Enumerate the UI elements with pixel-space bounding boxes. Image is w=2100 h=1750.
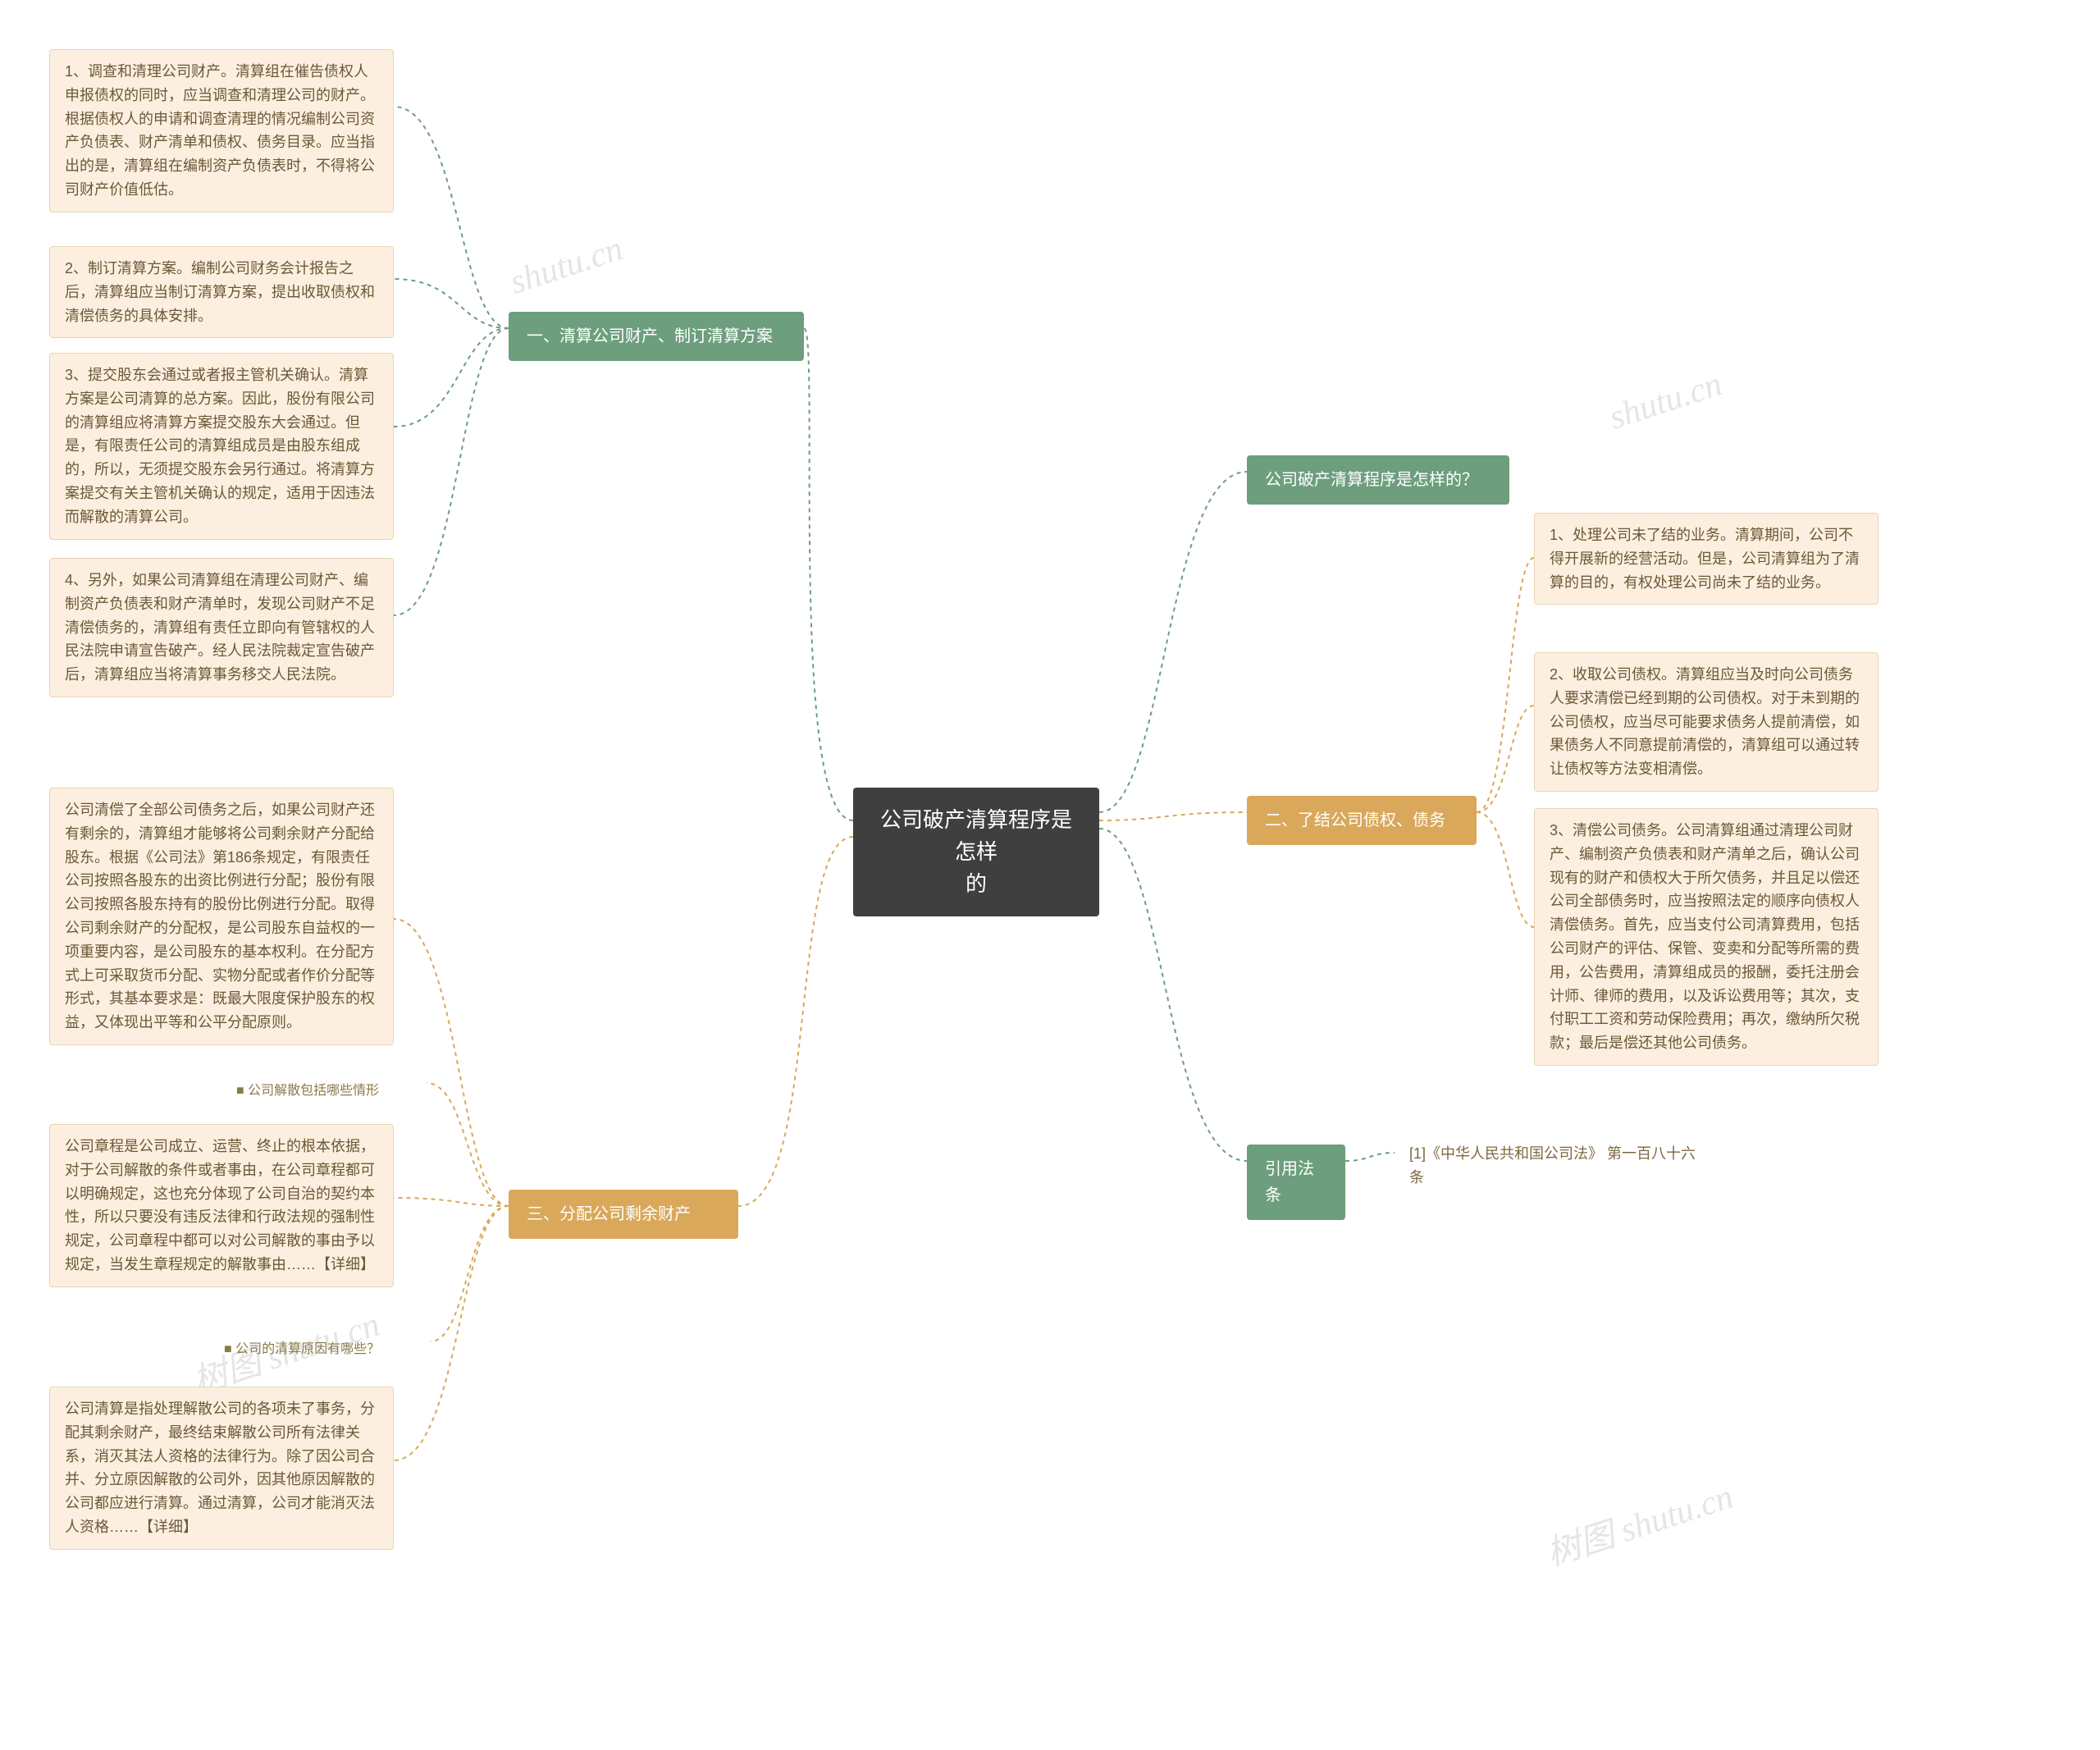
leaf-l1-0: 1、调查和清理公司财产。清算组在催告债权人申报债权的同时，应当调查和清理公司的财… [49, 49, 394, 212]
leaf-r1-1: 2、收取公司债权。清算组应当及时向公司债务人要求清偿已经到期的公司债权。对于未到… [1534, 652, 1879, 792]
branch-right-0: 公司破产清算程序是怎样的？ [1247, 455, 1509, 505]
branch-left-1: 一、清算公司财产、制订清算方案 [509, 312, 804, 361]
center-node: 公司破产清算程序是怎样的 [853, 788, 1099, 916]
branch-right-1: 二、了结公司债权、债务 [1247, 796, 1477, 845]
leaf-r2-0: [1]《中华人民共和国公司法》 第一百八十六条 [1395, 1132, 1714, 1199]
leaf-l1-2: 3、提交股东会通过或者报主管机关确认。清算方案是公司清算的总方案。因此，股份有限… [49, 353, 394, 540]
leaf-l2-2: 公司章程是公司成立、运营、终止的根本依据，对于公司解散的条件或者事由，在公司章程… [49, 1124, 394, 1287]
leaf-l2-0: 公司清偿了全部公司债务之后，如果公司财产还有剩余的，清算组才能够将公司剩余财产分… [49, 788, 394, 1045]
leaf-l2-1: ■ 公司解散包括哪些情形 [221, 1071, 427, 1112]
leaf-l1-1: 2、制订清算方案。编制公司财务会计报告之后，清算组应当制订清算方案，提出收取债权… [49, 246, 394, 338]
leaf-r1-2: 3、清偿公司债务。公司清算组通过清理公司财产、编制资产负债表和财产清单之后，确认… [1534, 808, 1879, 1066]
leaf-r1-0: 1、处理公司未了结的业务。清算期间，公司不得开展新的经营活动。但是，公司清算组为… [1534, 513, 1879, 605]
leaf-l2-4: 公司清算是指处理解散公司的各项未了事务，分配其剩余财产，最终结束解散公司所有法律… [49, 1387, 394, 1550]
branch-right-2: 引用法条 [1247, 1145, 1345, 1220]
leaf-l1-3: 4、另外，如果公司清算组在清理公司财产、编制资产负债表和财产清单时，发现公司财产… [49, 558, 394, 697]
leaf-l2-3: ■ 公司的清算原因有哪些？ [209, 1329, 431, 1370]
watermark-1: shutu.cn [505, 229, 628, 302]
watermark-2: shutu.cn [1605, 364, 1727, 437]
watermark-5: 树图 shutu.cn [1539, 1469, 1738, 1576]
branch-left-2: 三、分配公司剩余财产 [509, 1190, 738, 1239]
